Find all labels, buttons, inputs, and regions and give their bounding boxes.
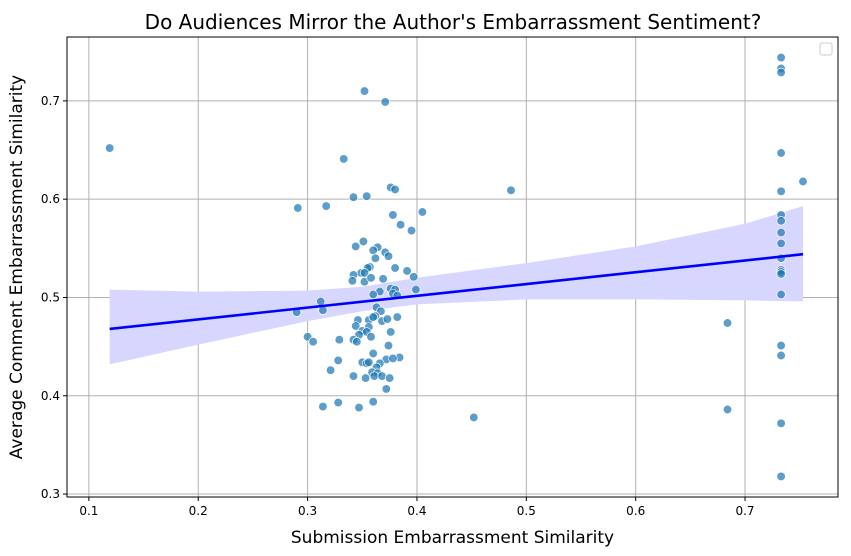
data-point	[293, 203, 303, 213]
x-axis-label: Submission Embarrassment Similarity	[291, 528, 614, 548]
data-point	[406, 225, 417, 236]
legend	[819, 42, 833, 56]
data-point	[368, 312, 378, 322]
data-point	[388, 210, 398, 220]
data-point	[333, 397, 343, 408]
data-point	[382, 314, 393, 324]
x-tick-label: 0.5	[517, 504, 536, 518]
data-point	[722, 404, 733, 415]
y-tick-label: 0.7	[41, 94, 60, 108]
data-point	[348, 371, 359, 381]
data-point	[388, 353, 398, 364]
data-point	[383, 251, 394, 261]
regression-line-group	[109, 252, 804, 331]
data-point	[386, 327, 396, 337]
x-tick-label: 0.4	[407, 504, 426, 518]
y-axis-ticks: 0.3 0.4 0.5 0.6 0.7	[41, 94, 67, 501]
x-tick-label: 0.7	[735, 504, 754, 518]
data-point	[776, 269, 786, 279]
data-point	[798, 176, 808, 187]
data-point	[368, 348, 378, 359]
data-point	[325, 365, 336, 375]
x-tick-label: 0.1	[79, 504, 98, 518]
data-point	[417, 207, 428, 217]
data-point	[402, 266, 412, 276]
confidence-band-area	[109, 206, 803, 365]
y-axis-label: Average Comment Embarrassment Similarity	[7, 75, 27, 459]
data-point	[776, 216, 786, 226]
data-point	[339, 154, 349, 164]
regression-line	[109, 252, 804, 331]
data-point	[333, 355, 343, 366]
data-point	[347, 276, 358, 286]
data-point	[377, 371, 387, 381]
confidence-band	[109, 206, 803, 365]
y-tick-label: 0.4	[41, 389, 60, 403]
data-point	[722, 318, 733, 328]
data-point	[409, 272, 419, 282]
data-point	[369, 371, 379, 381]
data-point	[776, 148, 786, 158]
data-point	[776, 227, 786, 238]
data-point	[308, 337, 318, 347]
data-point	[776, 340, 786, 351]
data-point	[366, 273, 376, 283]
data-point	[411, 284, 421, 295]
data-point	[354, 402, 364, 413]
data-point	[506, 185, 516, 195]
data-point	[351, 321, 361, 331]
data-point	[366, 332, 376, 342]
data-point	[359, 86, 370, 96]
data-point	[384, 373, 395, 383]
data-point	[378, 274, 388, 284]
data-point	[316, 296, 326, 307]
data-point	[368, 397, 378, 407]
data-point	[352, 337, 362, 347]
data-point	[776, 186, 786, 196]
data-point	[395, 220, 406, 230]
data-point	[776, 350, 786, 361]
data-point	[358, 236, 369, 247]
data-points	[105, 52, 808, 482]
data-point	[776, 418, 786, 428]
data-point	[383, 340, 394, 351]
x-axis-ticks: 0.1 0.2 0.3 0.4 0.5 0.6 0.7	[79, 497, 755, 518]
data-point	[370, 253, 381, 263]
data-point	[776, 289, 786, 300]
data-point	[318, 401, 328, 412]
data-point	[390, 184, 400, 195]
data-point	[351, 241, 361, 252]
data-point	[776, 67, 786, 78]
plot-frame	[66, 36, 839, 498]
data-point	[776, 471, 786, 482]
data-point	[392, 312, 402, 322]
x-tick-label: 0.2	[189, 504, 208, 518]
data-point	[368, 289, 378, 300]
y-tick-label: 0.5	[41, 290, 60, 304]
data-point	[390, 263, 400, 273]
data-point	[362, 191, 372, 201]
data-point	[776, 52, 786, 63]
data-point	[380, 97, 390, 107]
data-point	[360, 373, 371, 383]
data-point	[348, 192, 359, 202]
data-point	[381, 384, 391, 394]
data-point	[776, 238, 786, 249]
y-tick-label: 0.6	[41, 192, 60, 206]
data-point	[334, 335, 344, 345]
data-point	[469, 412, 479, 423]
data-point	[368, 245, 378, 255]
x-tick-label: 0.6	[626, 504, 645, 518]
data-point	[321, 201, 331, 211]
y-tick-label: 0.3	[41, 487, 60, 501]
data-point	[105, 143, 115, 153]
x-tick-label: 0.3	[298, 504, 317, 518]
data-point	[364, 357, 374, 367]
chart-title: Do Audiences Mirror the Author's Embarra…	[145, 10, 762, 34]
